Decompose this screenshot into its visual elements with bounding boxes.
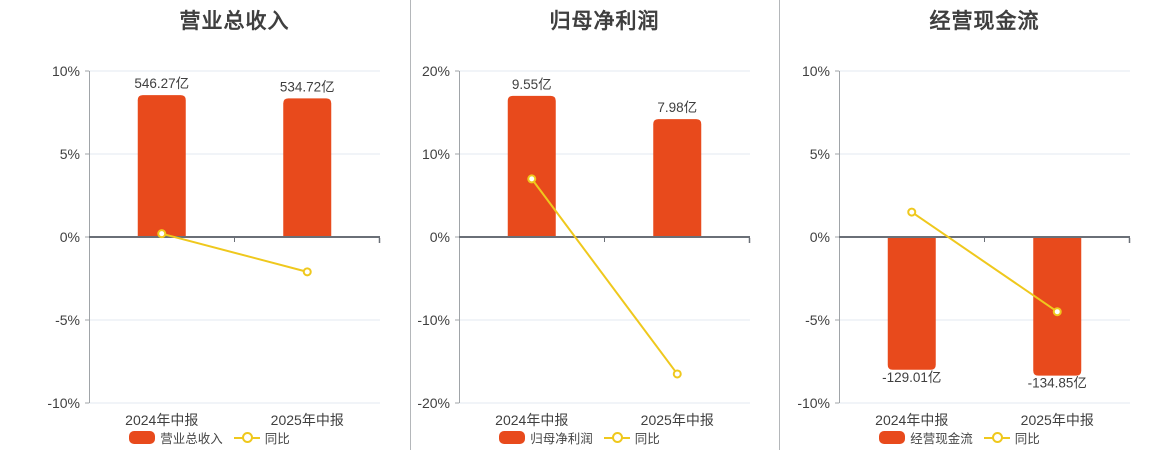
legend-item-cash-flow-bar[interactable]: 经营现金流 [879, 428, 973, 447]
y-axis-tick-label: 5% [60, 146, 80, 162]
bar-value-label: -129.01亿 [882, 370, 941, 385]
legend-item-yoy-line[interactable]: 同比 [983, 428, 1040, 447]
line-series-swatch-icon [603, 432, 630, 443]
legend-label-yoy: 同比 [1014, 432, 1040, 446]
legend-net-profit: 归母净利润 同比 [434, 428, 725, 447]
panel-cash-flow: 经营现金流 10% 5% 0% -5% -10% -129.01亿 -134.85亿 2024… [780, 0, 1160, 450]
legend-label-net-profit: 归母净利润 [530, 432, 593, 446]
panel-revenue: 营业总收入 10% 5% 0% -5% -10% 546.27亿 534.72亿 2024年中… [0, 0, 411, 450]
bar-value-label: 9.55亿 [512, 77, 552, 92]
net-profit-bar-2025年中报[interactable] [653, 119, 702, 237]
y-axis-tick-label: 0% [60, 229, 80, 245]
bar-value-label: 534.72亿 [280, 79, 335, 94]
net-profit-bar-2024年中报[interactable] [507, 95, 556, 238]
yoy-line [161, 232, 308, 273]
yoy-line-marker[interactable] [302, 267, 312, 277]
revenue-chart-canvas: 10% 5% 0% -5% -10% 546.27亿 534.72亿 2024年中报 2025年… [47, 63, 381, 428]
legend-item-yoy-line[interactable]: 同比 [603, 428, 660, 447]
net-profit-chart-canvas: 20% 10% 0% -10% -20% 9.55亿 7.98亿 2024年中报 2025年中报 [417, 63, 751, 428]
bar-value-label: 546.27亿 [134, 76, 189, 91]
revenue-bar-2025年中报[interactable] [283, 98, 332, 237]
x-axis-category-label: 2024年中报 [125, 412, 198, 428]
yoy-line-marker[interactable] [527, 174, 537, 184]
y-axis-tick-label: 10% [52, 63, 80, 79]
y-axis-tick-label: -20% [417, 395, 450, 411]
bar-value-label: -134.85亿 [1028, 376, 1087, 391]
line-series-swatch-icon [233, 432, 260, 443]
y-axis-tick-label: -5% [55, 312, 80, 328]
x-axis-category-label: 2025年中报 [271, 412, 344, 428]
yoy-line-marker[interactable] [157, 229, 167, 239]
y-axis-tick-label: -5% [805, 312, 830, 328]
bar-series-swatch-icon [879, 431, 906, 444]
x-axis-category-label: 2025年中报 [641, 412, 714, 428]
cash-flow-bar-2025年中报[interactable] [1033, 237, 1082, 376]
yoy-line [911, 211, 1058, 313]
chart-title-revenue: 营业总收入 [179, 10, 290, 33]
x-axis-category-label: 2025年中报 [1021, 412, 1094, 428]
legend-revenue: 营业总收入 同比 [64, 428, 355, 447]
y-axis-tick-label: 20% [422, 63, 450, 79]
legend-label-revenue: 营业总收入 [160, 432, 223, 446]
bar-series-swatch-icon [499, 431, 526, 444]
bar-series-swatch-icon [129, 431, 156, 444]
legend-item-revenue-bar[interactable]: 营业总收入 [129, 428, 223, 447]
x-axis-category-label: 2024年中报 [495, 412, 568, 428]
legend-item-yoy-line[interactable]: 同比 [233, 428, 290, 447]
panel-net-profit: 归母净利润 20% 10% 0% -10% -20% 9.55亿 7.98亿 2024年中报 2… [411, 0, 780, 450]
yoy-line-marker[interactable] [907, 207, 917, 217]
y-axis-tick-label: 0% [810, 229, 830, 245]
chart-title-cash-flow: 经营现金流 [929, 10, 1040, 33]
legend-label-yoy: 同比 [634, 432, 660, 446]
legend-item-net-profit-bar[interactable]: 归母净利润 [499, 428, 593, 447]
yoy-line [530, 178, 679, 375]
yoy-line-marker[interactable] [672, 369, 682, 379]
yoy-line-marker[interactable] [1052, 307, 1062, 317]
legend-cash-flow: 经营现金流 同比 [814, 428, 1105, 447]
y-axis-tick-label: -10% [417, 312, 450, 328]
y-axis-tick-label: 10% [802, 63, 830, 79]
y-axis-tick-label: 0% [430, 229, 450, 245]
x-axis-category-label: 2024年中报 [875, 412, 948, 428]
bar-value-label: 7.98亿 [657, 100, 697, 115]
y-axis-tick-label: -10% [47, 395, 80, 411]
chart-title-net-profit: 归母净利润 [549, 10, 660, 33]
legend-label-cash-flow: 经营现金流 [910, 432, 973, 446]
revenue-bar-2024年中报[interactable] [137, 95, 186, 237]
y-axis-tick-label: 10% [422, 146, 450, 162]
legend-label-yoy: 同比 [264, 432, 290, 446]
cash-flow-chart-canvas: 10% 5% 0% -5% -10% -129.01亿 -134.85亿 2024年中报 202… [797, 63, 1131, 428]
y-axis-tick-label: -10% [797, 395, 830, 411]
cash-flow-bar-2024年中报[interactable] [887, 237, 936, 370]
line-series-swatch-icon [983, 432, 1010, 443]
y-axis-tick-label: 5% [810, 146, 830, 162]
